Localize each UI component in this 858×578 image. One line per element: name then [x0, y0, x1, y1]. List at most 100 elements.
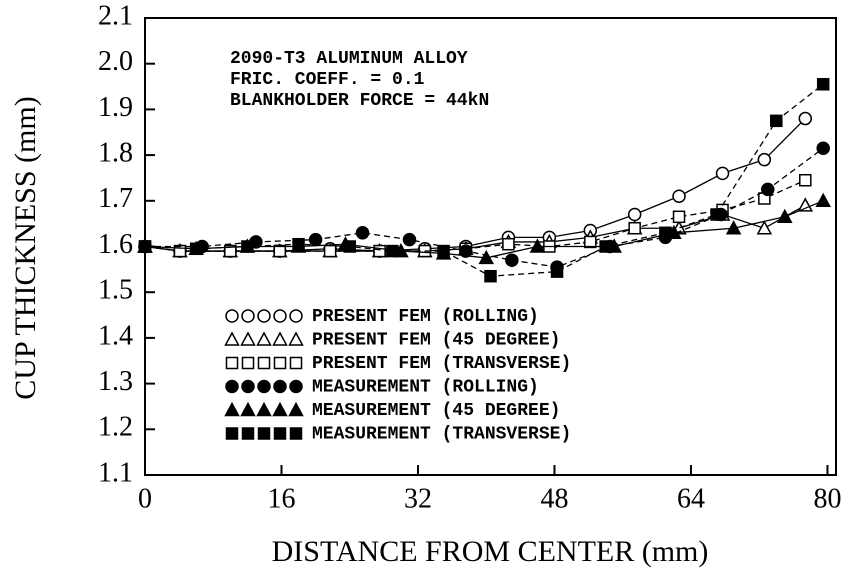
legend-marker	[257, 379, 271, 394]
data-point	[816, 78, 830, 91]
data-point	[241, 240, 254, 253]
x-axis-label: DISTANCE FROM CENTER (mm)	[272, 535, 709, 568]
x-tick-label: 16	[267, 483, 295, 514]
x-tick-label: 48	[540, 483, 568, 514]
legend-marker	[241, 379, 255, 394]
data-point	[659, 226, 672, 240]
data-point	[173, 244, 187, 258]
legend-marker	[272, 401, 288, 417]
data-point	[710, 208, 723, 221]
annotation: BLANKHOLDER FORCE = 44kN	[230, 91, 489, 111]
x-tick-label: 32	[404, 483, 432, 514]
series-line	[145, 147, 824, 268]
legend-marker	[257, 356, 271, 370]
data-point	[672, 189, 686, 203]
data-point	[308, 232, 323, 247]
data-point	[599, 240, 612, 253]
legend-label: PRESENT FEM (ROLLING)	[312, 307, 539, 327]
data-point	[478, 249, 494, 265]
legend-marker	[241, 356, 255, 370]
data-point	[584, 235, 597, 249]
legend-label: MEASUREMENT (ROLLING)	[312, 377, 539, 397]
data-point	[627, 207, 642, 222]
y-tick-label: 2.1	[98, 0, 133, 31]
legend-marker	[273, 309, 287, 323]
series-line	[144, 118, 806, 252]
legend-marker	[256, 331, 272, 346]
annotation: FRIC. COEFF. = 0.1	[230, 70, 425, 90]
y-tick-label: 1.9	[98, 92, 133, 123]
data-point	[628, 221, 641, 235]
legend-marker	[257, 309, 271, 323]
y-tick-label: 1.2	[98, 412, 133, 443]
legend-marker	[240, 401, 256, 417]
legend-label: PRESENT FEM (45 DEGREE)	[312, 330, 560, 350]
data-point	[437, 244, 450, 258]
data-point	[798, 111, 813, 126]
y-tick-label: 1.8	[98, 138, 133, 169]
data-point	[386, 244, 399, 258]
data-point	[550, 265, 564, 278]
legend-marker	[225, 356, 239, 370]
data-point	[292, 237, 305, 251]
legend-marker	[273, 356, 287, 370]
legend-label: MEASUREMENT (45 DEGREE)	[312, 401, 560, 421]
data-point	[224, 244, 237, 258]
data-point	[815, 192, 831, 208]
series-line	[144, 83, 824, 277]
legend-marker	[272, 331, 288, 346]
data-point	[373, 244, 386, 258]
legend-marker	[273, 379, 287, 394]
y-tick-label: 1.7	[98, 183, 133, 214]
y-tick-label: 1.3	[98, 366, 133, 397]
data-point	[715, 166, 730, 181]
y-tick-label: 1.4	[98, 320, 133, 351]
data-point	[757, 152, 772, 167]
legend-marker	[225, 427, 239, 440]
data-point	[273, 244, 287, 258]
data-point	[529, 238, 546, 253]
legend-marker	[241, 427, 255, 440]
y-tick-label: 1.5	[98, 275, 133, 306]
legend-marker	[273, 427, 287, 440]
x-tick-label: 80	[813, 483, 841, 514]
data-point	[323, 244, 337, 258]
legend-marker	[289, 427, 303, 440]
y-tick-label: 1.6	[98, 229, 133, 260]
legend-marker	[224, 401, 240, 417]
legend-label: PRESENT FEM (TRANSVERSE)	[312, 354, 571, 374]
legend-marker	[289, 309, 303, 323]
y-tick-label: 1.1	[98, 457, 133, 488]
legend-marker	[257, 427, 271, 440]
legend-marker	[224, 331, 240, 346]
y-axis-label: CUP THICKNESS (mm)	[9, 96, 42, 399]
legend-marker	[288, 401, 304, 417]
legend-marker	[256, 401, 272, 417]
data-point	[672, 210, 686, 224]
legend-marker	[225, 379, 239, 394]
data-point	[459, 244, 473, 258]
annotation: 2090-T3 ALUMINUM ALLOY	[230, 49, 468, 69]
data-point	[484, 269, 497, 283]
y-tick-label: 2.0	[98, 46, 133, 77]
data-point	[138, 240, 152, 253]
legend-marker	[241, 309, 255, 323]
legend-marker	[289, 356, 303, 370]
legend-label: MEASUREMENT (TRANSVERSE)	[312, 424, 571, 444]
data-point	[189, 242, 203, 256]
data-point	[505, 253, 519, 267]
data-point	[402, 232, 417, 247]
data-point	[816, 141, 830, 155]
legend-marker	[225, 309, 239, 323]
data-point	[343, 240, 356, 253]
data-point	[502, 237, 515, 251]
data-point	[797, 197, 814, 212]
data-point	[799, 173, 812, 187]
data-point	[756, 220, 773, 235]
data-point	[761, 182, 775, 197]
data-point	[770, 114, 783, 128]
data-point	[355, 226, 370, 240]
legend-marker	[288, 331, 304, 346]
series-line	[144, 179, 806, 252]
